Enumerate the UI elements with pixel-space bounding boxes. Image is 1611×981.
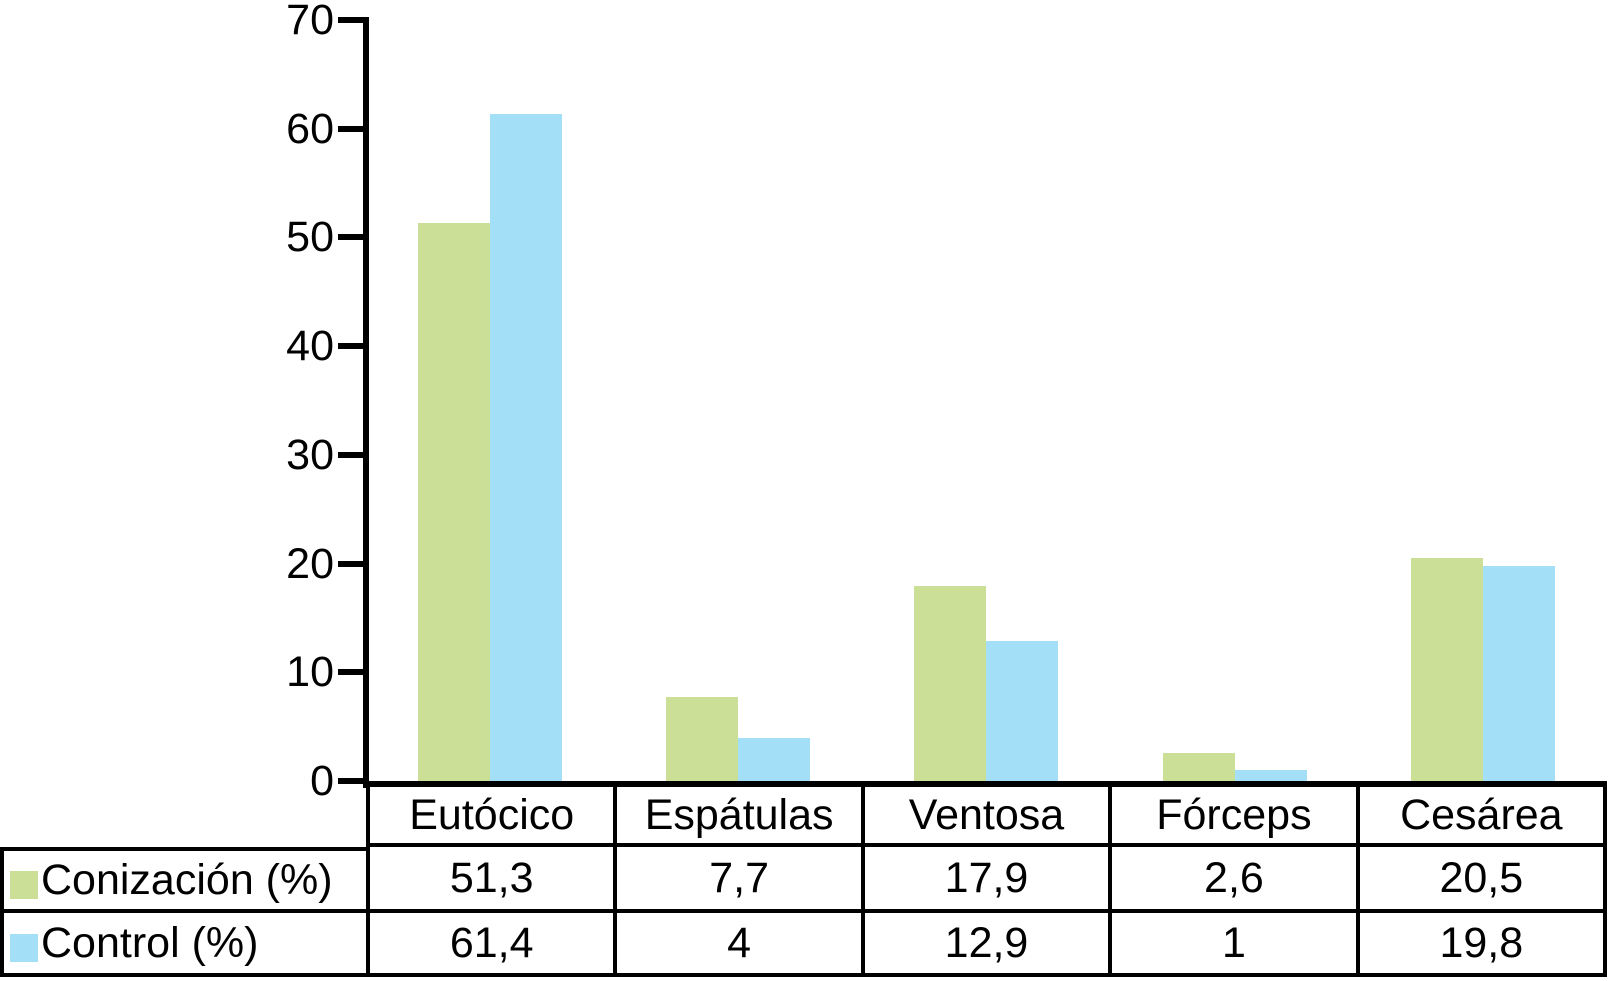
table-header-row: Eutócico Espátulas Ventosa Fórceps Cesárea <box>366 781 1608 847</box>
bar-group-eutocico <box>366 20 614 781</box>
value-cell-conizacion-eutocico: 51,3 <box>366 847 614 913</box>
y-axis-tick-label-50: 50 <box>286 213 334 262</box>
y-axis-tick-label-70: 70 <box>286 0 334 44</box>
legend-label-conizacion: Conización (%) <box>41 855 333 904</box>
bar-conizacion-forceps <box>1162 752 1235 781</box>
value-cell-control-cesarea: 19,8 <box>1355 913 1608 977</box>
header-cell-eutocico: Eutócico <box>366 787 614 847</box>
bar-conizacion-ventosa <box>914 586 987 781</box>
bar-conizacion-cesarea <box>1410 558 1483 781</box>
y-axis-tick-60 <box>338 125 365 132</box>
value-cell-conizacion-cesarea: 20,5 <box>1355 847 1608 913</box>
value-cell-control-espatulas: 4 <box>613 913 861 977</box>
y-axis-tick-40 <box>338 343 365 350</box>
y-axis-line <box>363 17 369 788</box>
y-axis-tick-label-60: 60 <box>286 104 334 153</box>
legend-swatch-icon-conizacion <box>10 871 38 899</box>
y-axis-tick-70 <box>338 17 365 23</box>
y-axis-tick-label-30: 30 <box>286 430 334 479</box>
header-cell-cesarea: Cesárea <box>1355 787 1608 847</box>
bar-conizacion-espatulas <box>666 697 739 781</box>
bar-control-eutocico <box>490 113 563 781</box>
value-cell-control-forceps: 1 <box>1108 913 1356 977</box>
legend-cell-conizacion: Conización (%) <box>0 847 366 913</box>
bar-control-cesarea <box>1482 565 1555 781</box>
table-row: Conización (%) 51,3 7,7 17,9 2,6 20,5 <box>0 847 1608 913</box>
value-cell-control-eutocico: 61,4 <box>366 913 614 977</box>
y-axis-tick-20 <box>338 560 365 567</box>
plot-area <box>366 20 1607 781</box>
bar-control-espatulas <box>738 737 811 781</box>
y-axis-tick-50 <box>338 234 365 241</box>
legend-label-control: Control (%) <box>41 918 259 967</box>
value-cell-conizacion-espatulas: 7,7 <box>613 847 861 913</box>
bar-group-cesarea <box>1359 20 1607 781</box>
y-axis-tick-label-10: 10 <box>286 648 334 697</box>
legend-cell-control: Control (%) <box>0 913 366 977</box>
y-axis-tick-label-20: 20 <box>286 539 334 588</box>
bar-group-espatulas <box>614 20 862 781</box>
y-axis-tick-30 <box>338 451 365 458</box>
header-cell-forceps: Fórceps <box>1108 787 1356 847</box>
legend-swatch-icon-control <box>10 934 38 962</box>
bar-control-forceps <box>1234 770 1307 781</box>
header-cell-espatulas: Espátulas <box>613 787 861 847</box>
y-axis-tick-0 <box>338 778 365 784</box>
bar-group-ventosa <box>862 20 1110 781</box>
y-axis-tick-label-0: 0 <box>310 757 334 805</box>
y-axis-tick-10 <box>338 669 365 676</box>
value-cell-control-ventosa: 12,9 <box>860 913 1109 977</box>
table-row: Control (%) 61,4 4 12,9 1 19,8 <box>0 913 1608 977</box>
bar-control-ventosa <box>986 640 1059 781</box>
bar-conizacion-eutocico <box>418 223 491 781</box>
value-cell-conizacion-forceps: 2,6 <box>1108 847 1356 913</box>
bar-group-forceps <box>1111 20 1359 781</box>
value-cell-conizacion-ventosa: 17,9 <box>860 847 1109 913</box>
y-axis-tick-label-40: 40 <box>286 322 334 371</box>
header-cell-ventosa: Ventosa <box>860 787 1109 847</box>
